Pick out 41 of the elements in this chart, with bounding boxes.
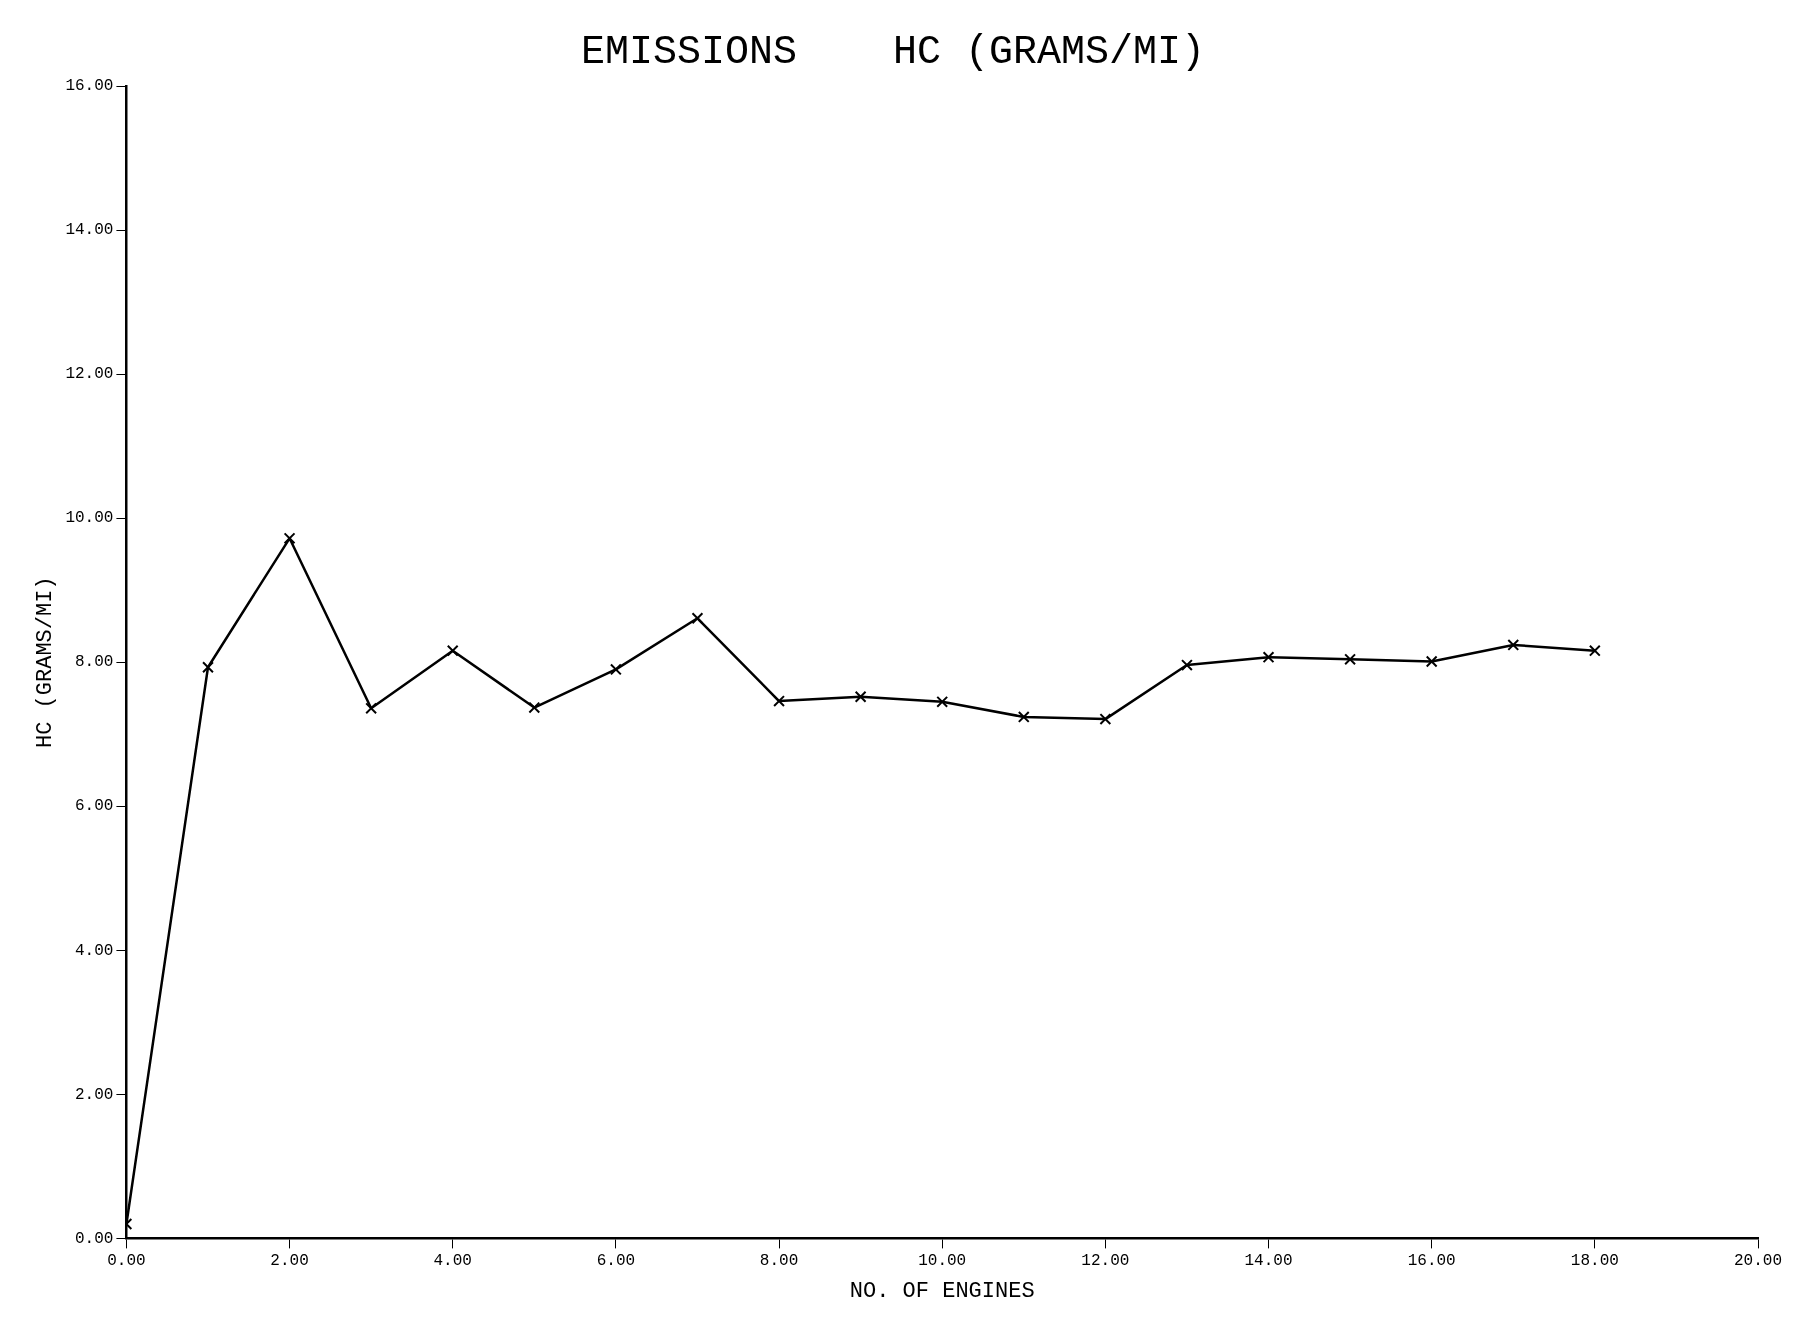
y-tick-label: 12.00 [65,365,114,384]
x-tick-label: 18.00 [1570,1252,1619,1271]
y-tick-label: 6.00 [75,797,114,816]
point [1344,653,1357,666]
y-tick-label: 14.00 [65,221,114,240]
point [1425,655,1438,668]
point [1099,713,1112,726]
point [283,532,296,545]
chart-title: EMISSIONS HC (GRAMS/MI) [580,29,1206,75]
x-tick-label: 14.00 [1244,1252,1293,1271]
point [446,644,459,657]
point [202,661,214,674]
x-tick-label: 12.00 [1081,1252,1130,1271]
x-tick-label: 4.00 [433,1252,472,1271]
point [854,690,867,703]
x-tick-label: 16.00 [1407,1252,1456,1271]
point [528,701,541,714]
point [365,702,378,715]
y-axis-title: HC (GRAMS/MI) [33,576,59,749]
x-tick-label: 10.00 [918,1252,967,1271]
y-tick-label: 0.00 [75,1229,114,1248]
y-tick-label: 16.00 [65,77,114,96]
x-tick-label: 0.00 [107,1252,146,1271]
x-tick-label: 20.00 [1733,1252,1783,1271]
point [936,695,949,708]
y-tick-label: 8.00 [75,653,114,672]
x-tick-label: 6.00 [596,1252,636,1271]
x-tick-label: 8.00 [759,1252,799,1271]
point [609,663,622,676]
y-tick-label: 4.00 [75,941,114,960]
x-axis-title: NO. OF ENGINES [849,1278,1035,1304]
point [691,612,704,625]
point [1017,710,1030,723]
x-tick-label: 2.00 [270,1252,309,1271]
point [1507,638,1520,651]
point [773,695,785,708]
y-tick-label: 10.00 [65,509,114,528]
point [1588,644,1601,657]
point [1262,651,1275,664]
point [1180,659,1193,672]
y-tick-label: 2.00 [75,1085,114,1104]
